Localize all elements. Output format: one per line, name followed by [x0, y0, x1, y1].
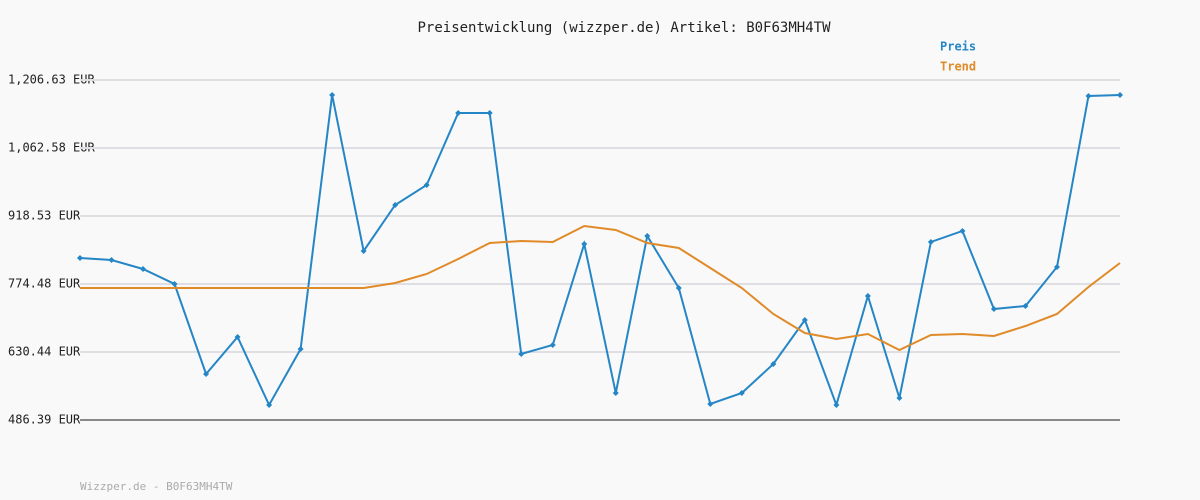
point [770, 361, 777, 368]
point [801, 317, 808, 324]
chart-title: Preisentwicklung (wizzper.de) Artikel: B… [417, 20, 831, 36]
y-tick-label: 630.44 EUR [8, 344, 81, 358]
y-tick-label: 486.39 EUR [8, 413, 81, 427]
point [959, 227, 966, 234]
point [927, 238, 934, 245]
point [360, 247, 367, 254]
point [140, 265, 147, 272]
point [581, 241, 588, 248]
point [486, 109, 493, 116]
y-tick-label: 1,062.58 EUR [8, 141, 95, 155]
y-tick-label: 774.48 EUR [8, 277, 81, 291]
point [518, 351, 525, 358]
point [329, 91, 336, 98]
point [990, 306, 997, 313]
series-line [79, 93, 1121, 409]
legend-label: Preis [940, 40, 976, 54]
footer: Wizzper.de - B0F63MH4TW [80, 480, 233, 493]
point [707, 400, 714, 407]
point [392, 201, 399, 208]
point [203, 371, 210, 378]
point [738, 389, 745, 396]
point [864, 292, 871, 299]
series-line [80, 224, 1121, 352]
y-tick-label: 1,206.63 EUR [8, 73, 95, 87]
point [896, 394, 903, 401]
point [77, 254, 83, 261]
point [1022, 302, 1029, 309]
point [1053, 263, 1060, 270]
legend-label: Trend [940, 60, 976, 74]
point [266, 401, 273, 408]
point [423, 182, 430, 189]
y-tick-label: 918.53 EUR [8, 209, 81, 223]
point [1085, 92, 1092, 99]
point [455, 109, 462, 116]
point [549, 341, 556, 348]
point [171, 280, 178, 287]
point [612, 389, 619, 396]
point [1117, 91, 1123, 98]
point [833, 401, 840, 408]
point [675, 285, 682, 292]
point [108, 257, 115, 264]
point [234, 334, 241, 341]
point [297, 345, 304, 352]
point [644, 232, 651, 239]
